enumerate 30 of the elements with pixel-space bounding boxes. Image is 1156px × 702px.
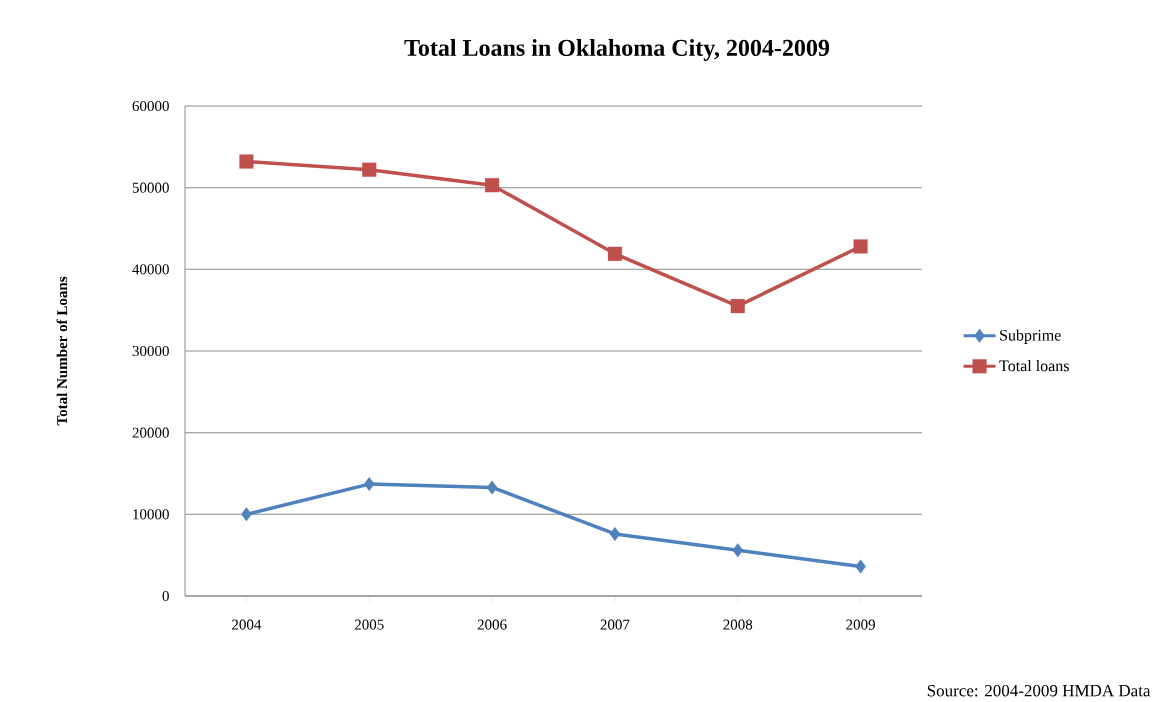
y-tick-label: 0 [162, 590, 169, 602]
legend-label: Subprime [1000, 329, 1061, 344]
y-tick-label: 20000 [132, 427, 169, 438]
point [239, 154, 254, 169]
point [241, 507, 252, 522]
point [362, 162, 377, 177]
point [486, 480, 498, 495]
y-axis-title: Total Number of Loans [56, 276, 68, 426]
point [732, 543, 744, 558]
chart-title: Total Loans in Oklahoma City, 2004-2009 [404, 39, 830, 61]
x-tick-label: 2007 [600, 619, 630, 630]
point [607, 246, 622, 261]
point [363, 477, 375, 492]
point [730, 299, 745, 314]
point [855, 559, 866, 574]
x-tick-label: 2009 [846, 619, 875, 630]
y-tick-label: 50000 [132, 182, 169, 193]
y-tick-label: 30000 [132, 345, 169, 357]
point [609, 526, 621, 541]
x-tick-label: 2005 [354, 619, 384, 630]
y-tick-label: 40000 [132, 264, 169, 275]
legend-label: Total loans [999, 360, 1069, 372]
point [853, 239, 868, 254]
x-tick-label: 2008 [723, 619, 753, 630]
x-tick-label: 2006 [477, 619, 507, 630]
x-tick-label: 2004 [232, 619, 262, 630]
y-tick-label: 60000 [132, 100, 169, 112]
source-note: Source: 2004-2009 HMDA Data [927, 684, 1151, 697]
y-tick-label: 10000 [133, 509, 169, 520]
point [485, 178, 500, 193]
